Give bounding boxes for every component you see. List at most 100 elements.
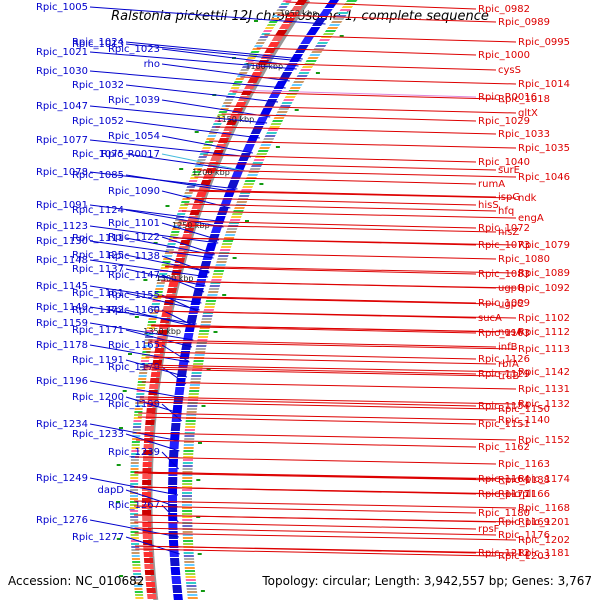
forward-cog-ring (130, 0, 292, 599)
gene-label: Rpic_1024 (72, 37, 124, 48)
gene-label: Rpic_1172 (72, 305, 124, 316)
gene-label: Rpic_0989 (498, 17, 550, 28)
gene-label: Rpic_1123 (36, 221, 88, 232)
gene-label: Rpic_1176 (498, 530, 550, 541)
gene-label: Rpic_1234 (36, 419, 88, 430)
gene-label: rho (144, 59, 160, 70)
gene-label: Rpic_1164 (478, 474, 530, 485)
gene-label: Rpic_1138 (108, 251, 160, 262)
gene-label: Rpic_1162 (478, 442, 530, 453)
gene-label: Rpic_1142 (518, 367, 570, 378)
gene-label: rumA (478, 179, 505, 190)
gene-label: ugpQ (498, 283, 525, 294)
gene-label: hfq (498, 206, 514, 217)
gene-label: Rpic_1029 (478, 116, 530, 127)
gene-label: Rpic_1130 (36, 236, 88, 247)
gene-label: Rpic_1152 (518, 435, 570, 446)
gene-label: Rpic_1103 (478, 328, 530, 339)
gene-label: Rpic_1075 (72, 149, 124, 160)
gene-label: hisS (478, 200, 499, 211)
kbp-tick-label: 1300 kbp (156, 274, 194, 283)
gene-label: ndk (518, 193, 537, 204)
gene-label: Rpic_1199 (108, 399, 160, 410)
gene-label: Rpic_1161 (72, 288, 124, 299)
gene-label: Rpic_1102 (518, 313, 570, 324)
gene-label: Rpic_1151 (478, 419, 530, 430)
gene-label: infB (498, 342, 518, 353)
kbp-tick-label: 1050 kbp (280, 9, 318, 18)
topology-label: Topology: circular; Length: 3,942,557 bp… (262, 574, 592, 588)
gene-label: Rpic_1276 (36, 515, 88, 526)
map-title: Ralstonia pickettii 12J chromosome 1, co… (111, 9, 489, 24)
kbp-tick-label: 1350 kbp (143, 327, 181, 336)
gene-label: surE (498, 165, 520, 176)
gene-label: Rpic_1112 (518, 327, 570, 338)
gene-label: Rpic_1191 (72, 355, 124, 366)
gene-label: Rpic_1035 (518, 143, 570, 154)
gene-label: Rpic_1174 (518, 474, 570, 485)
gene-label: dapD (97, 485, 124, 496)
gene-label: Rpic_1188 (498, 475, 550, 486)
gene-label: Rpic_1203 (498, 551, 550, 562)
accession-label: Accession: NC_010682 (8, 574, 145, 588)
gene-label: engA (518, 213, 544, 224)
gene-label: Rpic_1089 (518, 268, 570, 279)
gene-label: Rpic_1171 (72, 325, 124, 336)
gene-label: Rpic_1149 (36, 302, 88, 313)
gene-label: nusA (498, 327, 523, 338)
gene-label: Rpic_1092 (518, 283, 570, 294)
gene-label: Rpic_1091 (36, 200, 88, 211)
gene-label: ugpC (498, 299, 524, 310)
gene-label: Rpic_1021 (36, 47, 88, 58)
gene-label: truB (498, 371, 519, 382)
gene-label: Rpic_1080 (498, 254, 550, 265)
gene-label: Rpic_1099 (478, 298, 530, 309)
gene-label: Rpic_1233 (72, 429, 124, 440)
gene-label: Rpic_1113 (518, 344, 570, 355)
gene-label: Rpic_1077 (36, 135, 88, 146)
gene-label: Rpic_1125 (72, 250, 124, 261)
gene-label: Rpic_1154 (478, 401, 530, 412)
gene-label: Rpic_1052 (72, 116, 124, 127)
gene-label: Rpic_1150 (498, 404, 550, 415)
gene-label: Rpic_1023 (108, 44, 160, 55)
gene-label: Rpic_1163 (498, 459, 550, 470)
gene-label: Rpic_1196 (36, 376, 88, 387)
gene-label: Rpic_1124 (72, 205, 124, 216)
gene-label: Rpic_1137 (72, 264, 124, 275)
gene-label: Rpic_1202 (518, 535, 570, 546)
gene-label: Rpic_1177 (478, 489, 530, 500)
gene-label: Rpic_1129 (478, 369, 530, 380)
gene-label: Rpic_1180 (478, 508, 530, 519)
gene-label: rplI (518, 489, 534, 500)
gene-label: Rpic_1147 (108, 270, 160, 281)
gene-label: rbfA (498, 359, 519, 370)
gene-label: Rpic_1155 (108, 290, 160, 301)
gene-label: Rpic_1033 (498, 129, 550, 140)
gene-label: Rpic_1168 (518, 503, 570, 514)
gene-label: Rpic_1132 (518, 399, 570, 410)
gene-label: Rpic_1159 (36, 318, 88, 329)
gene-label: Rpic_1201 (518, 517, 570, 528)
gene-label: Rpic_1000 (478, 50, 530, 61)
gene-label: Rpic_1249 (36, 473, 88, 484)
gene-label: Rpic_1200 (72, 392, 124, 403)
gene-label: Rpic_1030 (36, 66, 88, 77)
kbp-tick-label: 1200 kbp (192, 168, 230, 177)
gene-label: Rpic_1073 (478, 240, 530, 251)
gene-label: Rpic_1111 (72, 233, 124, 244)
gene-label: Rpic_1101 (108, 218, 160, 229)
gene-label: cysS (498, 65, 521, 76)
gene-label: Rpic_1079 (518, 240, 570, 251)
gene-label: Rpic_R0016 (478, 92, 537, 103)
gene-label: Rpic_1212 (478, 548, 530, 559)
gene-label: Rpic_1148 (36, 255, 88, 266)
gene-label: Rpic_1165 (108, 340, 160, 351)
gene-label: gltX (518, 108, 538, 119)
gene-label: Rpic_1131 (518, 384, 570, 395)
gene-label: Rpic_1005 (36, 2, 88, 13)
gene-label: sucA (478, 313, 502, 324)
gene-label: Rpic_1239 (108, 447, 160, 458)
gene-label: Rpic_1018 (498, 94, 550, 105)
